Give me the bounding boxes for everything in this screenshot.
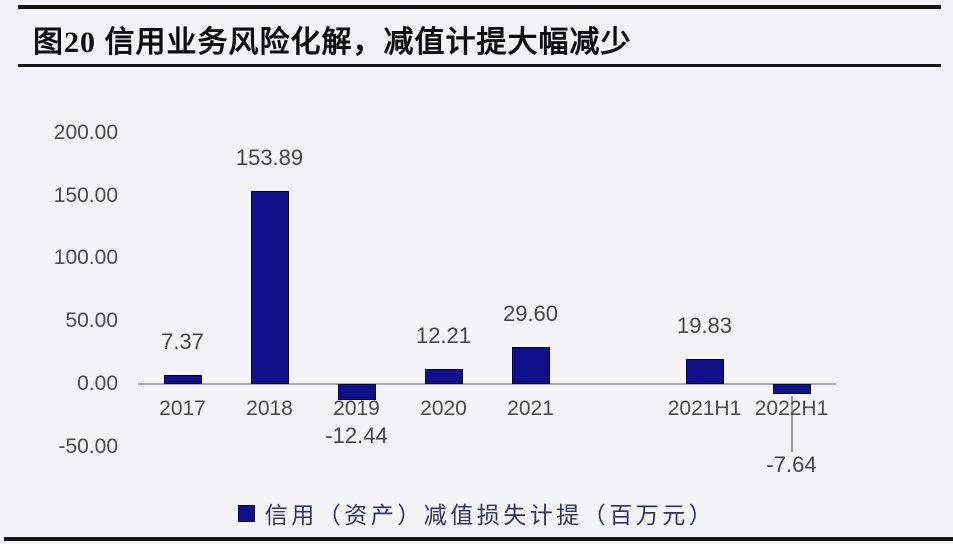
value-label-2021H1: 19.83 [676,313,733,339]
value-label-2021: 29.60 [502,300,559,326]
x-axis-label-2019: 2019 [333,397,380,420]
x-axis-label-2022H1: 2022H1 [754,397,829,420]
leader-line-2022H1 [790,395,793,452]
value-label-2018: 153.89 [235,144,304,170]
title-underline [18,64,941,67]
value-label-2020: 12.21 [415,322,472,348]
value-label-2022H1: -7.64 [766,452,817,477]
bottom-border-line [4,537,953,541]
bar-2020 [424,368,463,384]
x-axis-label-2020: 2020 [420,397,467,420]
x-axis-line [138,383,836,385]
x-axis-label-2021: 2021 [507,397,554,420]
y-axis-tick-label: 0.00 [77,372,118,395]
y-axis-tick-label: 200.00 [53,120,118,144]
y-axis-tick-label: -50.00 [58,434,118,458]
x-axis-label-2018: 2018 [246,397,293,420]
y-axis-tick-label: 100.00 [53,246,118,270]
value-label-2019: -12.44 [325,423,388,448]
bar-2018 [250,190,289,384]
legend-marker-swatch [237,504,255,522]
top-border-line [18,5,941,9]
value-label-2017: 7.37 [161,328,204,354]
y-axis-tick-label: 50.00 [65,309,118,333]
bar-2022H1 [772,384,811,394]
y-axis-tick-label: 150.00 [53,183,118,207]
bar-2017 [163,374,202,384]
chart-legend: 信用（资产）减值损失计提（百万元） [0,497,953,529]
bar-2019 [337,384,376,400]
figure-title: 图20 信用业务风险化解，减值计提大幅减少 [33,26,632,59]
bar-2021 [511,346,550,384]
x-axis-label-2017: 2017 [159,397,206,420]
x-axis-label-2021H1: 2021H1 [667,397,742,420]
legend-label: 信用（资产）减值损失计提（百万元） [264,503,716,528]
bar-2021H1 [685,359,724,384]
